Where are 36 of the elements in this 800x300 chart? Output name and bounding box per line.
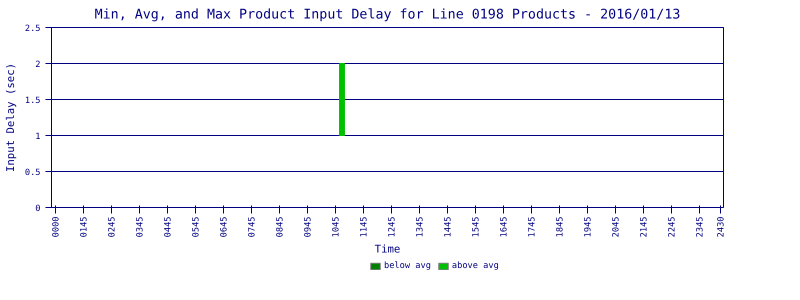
legend-label: above avg (452, 261, 499, 271)
y-tick-label: 1 (35, 132, 41, 142)
x-tick-label: 1345 (416, 216, 426, 238)
x-tick-label: 0845 (276, 216, 286, 238)
x-tick-label: 1745 (528, 216, 538, 238)
y-tick-label: 2 (35, 60, 41, 70)
y-tick-label: 2.5 (24, 24, 41, 34)
x-tick-label: 0000 (52, 216, 62, 238)
y-tick-label: 0 (35, 204, 41, 214)
x-tick-label: 0745 (248, 216, 258, 238)
x-tick-label: 0945 (304, 216, 314, 238)
y-tick-label: 1.5 (24, 96, 41, 106)
x-tick-label: 2430 (716, 216, 726, 238)
x-tick-label: 0445 (164, 216, 174, 238)
chart-title: Min, Avg, and Max Product Input Delay for Line 0198 Products - 2016/01/13 (94, 8, 680, 22)
x-tick-label: 1045 (332, 216, 342, 238)
x-tick-label: 0245 (108, 216, 118, 238)
x-tick-label: 0545 (192, 216, 202, 238)
x-tick-label: 2045 (612, 216, 622, 238)
x-tick-label: 1645 (500, 216, 510, 238)
x-tick-label: 0145 (80, 216, 90, 238)
x-tick-label: 0645 (220, 216, 230, 238)
x-tick-label: 2145 (640, 216, 650, 238)
x-tick-label: 1945 (584, 216, 594, 238)
x-tick-label: 1145 (360, 216, 370, 238)
x-tick-label: 2245 (668, 216, 678, 238)
x-tick-label: 1845 (556, 216, 566, 238)
x-tick-label: 1445 (444, 216, 454, 238)
y-axis-title: Input Delay (sec) (4, 62, 17, 172)
x-tick-label: 0345 (136, 216, 146, 238)
x-axis-title: Time (374, 242, 400, 256)
x-tick-label: 1245 (388, 216, 398, 238)
x-tick-label: 1545 (472, 216, 482, 238)
y-tick-label: 0.5 (24, 168, 41, 178)
x-tick-label: 2345 (696, 216, 706, 238)
legend-label: below avg (384, 261, 431, 271)
